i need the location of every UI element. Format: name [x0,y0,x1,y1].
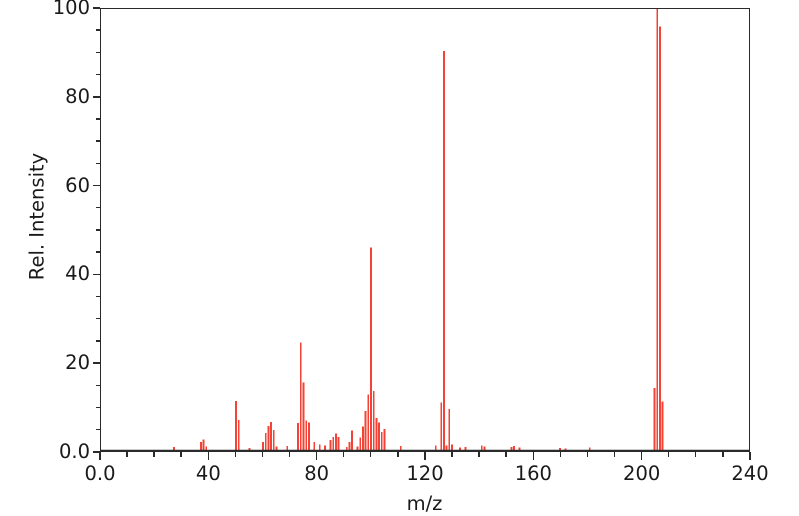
x-tick-minor [451,452,453,457]
y-tick-minor [96,318,100,320]
x-tick-minor [397,452,399,457]
x-tick-label: 160 [514,462,552,485]
x-tick-label: 240 [731,462,769,485]
y-tick-minor [96,340,100,342]
x-tick-label: 200 [623,462,661,485]
x-tick-major [99,452,101,460]
x-tick-minor [288,452,291,457]
x-tick-major [207,452,210,460]
x-tick-minor [695,452,697,457]
y-tick-label: 20 [65,351,90,375]
y-tick-minor [96,429,100,431]
y-tick-label: 100 [52,0,90,19]
y-tick-minor [96,140,100,142]
x-tick-minor [505,452,507,457]
y-tick-minor [96,251,100,253]
x-tick-minor [370,452,372,457]
x-tick-major [424,452,426,460]
x-tick-minor [722,452,724,457]
x-axis-label: m/z [0,492,799,515]
x-tick-label: 120 [406,462,444,485]
x-tick-minor [613,452,616,457]
y-tick-minor [96,73,100,76]
y-tick-minor [96,162,100,164]
y-tick-major [93,96,100,98]
x-tick-major [315,452,318,460]
y-axis-label: Rel. Intensity [26,57,49,377]
x-tick-minor [478,452,480,457]
x-tick-minor [559,452,561,457]
y-tick-minor [96,51,100,53]
y-axis-label-text: Rel. Intensity [25,152,49,281]
x-tick-label: 40 [195,462,221,485]
x-tick-minor [261,452,264,457]
y-tick-major [93,273,100,276]
y-tick-label: 80 [65,84,90,108]
x-tick-minor [126,452,128,457]
spectrum-peaks [101,9,749,451]
y-tick-minor [96,295,100,298]
x-tick-minor [180,452,182,457]
x-axis-label-text: m/z [406,492,443,515]
y-tick-minor [96,118,100,120]
y-tick-minor [96,207,100,209]
y-tick-minor [96,29,100,31]
x-tick-minor [234,452,236,457]
y-tick-label: 40 [65,262,90,286]
x-tick-major [749,452,751,460]
x-tick-major [532,452,535,460]
y-tick-major [93,451,100,453]
x-tick-label: 0.0 [84,462,116,485]
y-tick-label: 60 [65,173,90,197]
plot-area [100,8,750,452]
x-tick-minor [342,452,345,457]
x-tick-minor [667,452,670,457]
x-tick-major [640,452,643,460]
y-tick-label: 0.0 [58,440,90,463]
y-tick-major [93,184,100,187]
y-tick-minor [96,384,100,386]
y-tick-minor [96,229,100,231]
y-tick-major [93,362,100,364]
x-tick-minor [153,452,155,457]
x-tick-minor [586,452,589,457]
y-tick-minor [96,406,100,409]
x-tick-label: 80 [304,462,330,485]
y-tick-major [93,7,100,9]
